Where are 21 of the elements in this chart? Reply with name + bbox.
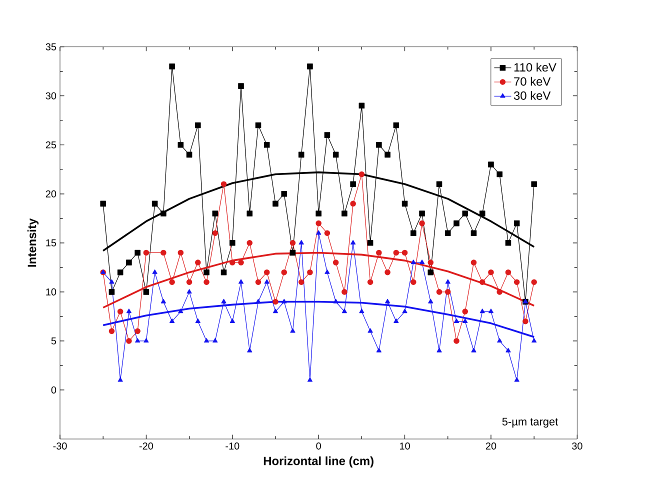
y-tick-label: 10	[46, 288, 56, 296]
x-tick-label: -10	[226, 442, 240, 450]
y-axis-title: Intensity	[27, 218, 39, 267]
legend-label: 30 keV	[514, 91, 551, 100]
y-tick-label: 25	[46, 141, 56, 148]
legend-label: 110 keV	[514, 62, 556, 72]
x-axis-title: Horizontal line (cm)	[264, 456, 374, 468]
x-tick-label: 0	[316, 442, 321, 450]
x-tick-label: 10	[400, 442, 410, 450]
x-tick-label: -20	[139, 442, 154, 450]
y-tick-label: 20	[46, 190, 56, 198]
y-tick-label: 35	[46, 43, 56, 50]
y-tick-label: 30	[46, 92, 56, 100]
y-tick-label: 15	[46, 239, 56, 246]
x-tick-label: 30	[572, 442, 582, 450]
legend-label: 70 keV	[514, 76, 551, 86]
x-tick-label: -30	[53, 442, 67, 450]
annotation: 5-µm target	[502, 418, 558, 428]
y-tick-label: 0	[51, 386, 56, 394]
x-tick-label: 20	[486, 442, 496, 450]
y-tick-label: 5	[51, 337, 56, 344]
